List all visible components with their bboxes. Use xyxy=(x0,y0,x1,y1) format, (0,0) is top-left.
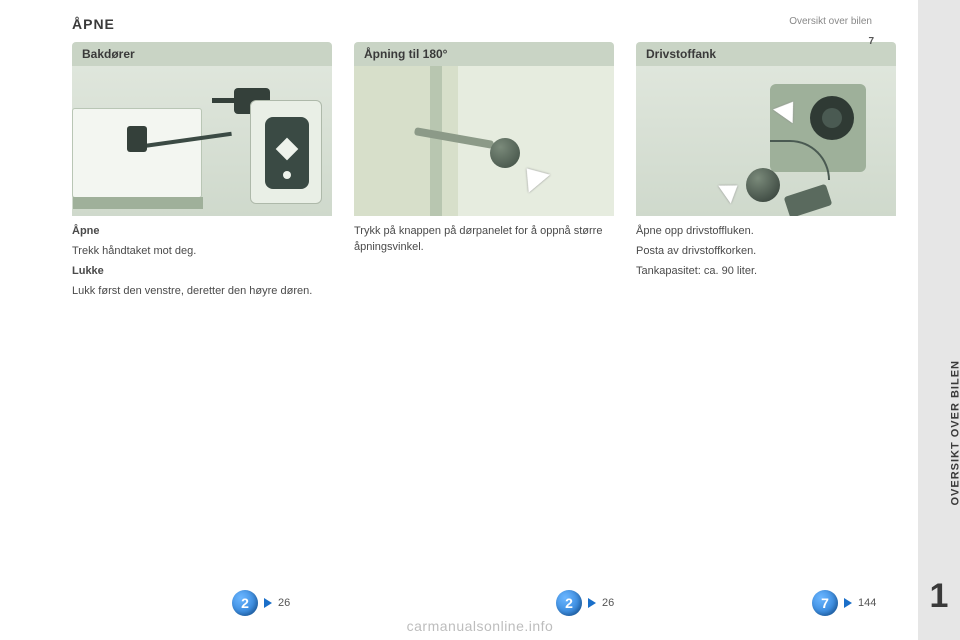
illustration-rear-doors xyxy=(72,66,332,216)
caption-text: Tankapasitet: ca. 90 liter. xyxy=(636,264,896,280)
card-row: Bakdører Åpne Trekk håndtaket mot deg. L… xyxy=(72,42,920,304)
watermark-text: carmanualsonline.info xyxy=(0,618,960,634)
sidebar-section-label: OVERSIKT OVER BILEN xyxy=(950,360,960,506)
card-title: Bakdører xyxy=(72,42,332,66)
crossref: 7 144 xyxy=(812,590,876,616)
crossref-chapter-icon: 7 xyxy=(812,590,838,616)
arrow-right-icon xyxy=(588,598,596,608)
crossref-page: 26 xyxy=(278,597,290,609)
crossref: 2 26 xyxy=(232,590,290,616)
arrow-right-icon xyxy=(264,598,272,608)
sidebar-chapter-number: 1 xyxy=(918,577,960,616)
action-arrow-icon xyxy=(718,176,744,203)
card-caption: Trykk på knappen på dørpanelet for å opp… xyxy=(354,224,614,256)
caption-text: Trykk på knappen på dørpanelet for å opp… xyxy=(354,224,614,256)
caption-text: Lukk først den venstre, deretter den høy… xyxy=(72,284,332,300)
release-knob-shape xyxy=(490,138,520,168)
card-caption: Åpne Trekk håndtaket mot deg. Lukke Lukk… xyxy=(72,224,332,300)
illustration-hinge-180 xyxy=(354,66,614,216)
fuel-filler-neck xyxy=(810,96,854,140)
caption-heading: Lukke xyxy=(72,264,332,280)
door-handle-shape xyxy=(127,126,147,152)
sidebar: OVERSIKT OVER BILEN 1 xyxy=(918,0,960,640)
crossref-page: 144 xyxy=(858,597,876,609)
caption-text: Åpne opp drivstoffluken. xyxy=(636,224,896,240)
arrow-right-icon xyxy=(844,598,852,608)
caption-text: Trekk håndtaket mot deg. xyxy=(72,244,332,260)
van-body-shape xyxy=(72,108,202,198)
key-fob-shape xyxy=(784,184,833,216)
page-content: Oversikt over bilen 7 ÅPNE Bakdører Åpne… xyxy=(0,0,920,640)
crossref: 2 26 xyxy=(556,590,614,616)
card-opening-180: Åpning til 180° Trykk på knappen på dørp… xyxy=(354,42,614,304)
header-page-number: 7 xyxy=(868,36,874,47)
crossref-page: 26 xyxy=(602,597,614,609)
handle-inset xyxy=(250,100,322,204)
header-section-title: Oversikt over bilen xyxy=(789,16,872,27)
caption-text: Posta av drivstoffkorken. xyxy=(636,244,896,260)
card-title: Åpning til 180° xyxy=(354,42,614,66)
crossref-chapter-icon: 2 xyxy=(556,590,582,616)
card-title: Drivstoffank xyxy=(636,42,896,66)
handle-keyhole-icon xyxy=(283,171,291,179)
door-pillar-shape xyxy=(430,66,442,216)
caption-heading: Åpne xyxy=(72,224,332,240)
fuel-cap-shape xyxy=(746,168,780,202)
card-fuel-tank: Drivstoffank Åpne opp drivstoffluken. Po… xyxy=(636,42,896,304)
crossref-chapter-icon: 2 xyxy=(232,590,258,616)
card-caption: Åpne opp drivstoffluken. Posta av drivst… xyxy=(636,224,896,280)
illustration-fuel-tank xyxy=(636,66,896,216)
card-bakdorer: Bakdører Åpne Trekk håndtaket mot deg. L… xyxy=(72,42,332,304)
